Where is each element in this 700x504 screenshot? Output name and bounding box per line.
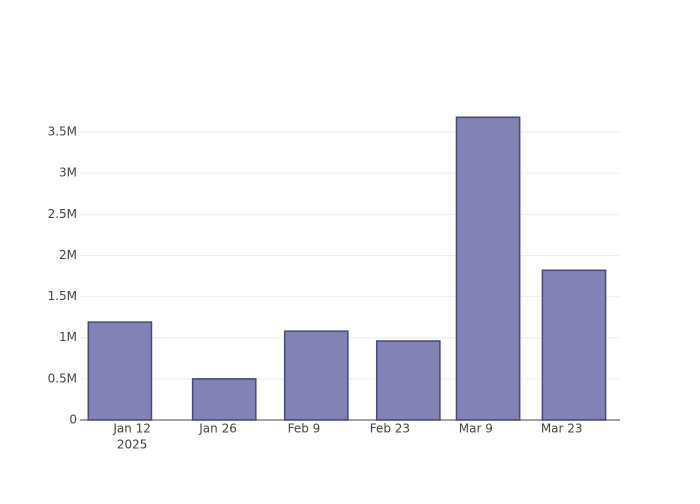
x-tick-label: Mar 9 xyxy=(459,422,493,436)
y-tick-label: 3M xyxy=(59,166,77,180)
x-tick-label: Feb 9 xyxy=(288,422,321,436)
y-tick-label: 2M xyxy=(59,248,77,262)
bar xyxy=(541,269,607,421)
y-tick-label: 0 xyxy=(69,413,77,427)
x-tick-label: Jan 26 xyxy=(198,422,237,436)
y-tick-label: 1.5M xyxy=(48,289,77,303)
y-tick-label: 2.5M xyxy=(48,207,77,221)
bar xyxy=(87,321,153,421)
bar xyxy=(375,340,441,421)
y-tick-label: 0.5M xyxy=(48,371,77,385)
y-tick-label: 1M xyxy=(59,330,77,344)
bar xyxy=(283,330,349,421)
bar xyxy=(455,116,521,421)
x-tick-label: Jan 12 xyxy=(112,422,151,436)
x-tick-label: Mar 23 xyxy=(541,422,583,436)
bar xyxy=(191,378,257,421)
x-tick-label: Feb 23 xyxy=(370,422,410,436)
x-year-label: 2025 xyxy=(117,438,148,452)
y-tick-label: 3.5M xyxy=(48,125,77,139)
